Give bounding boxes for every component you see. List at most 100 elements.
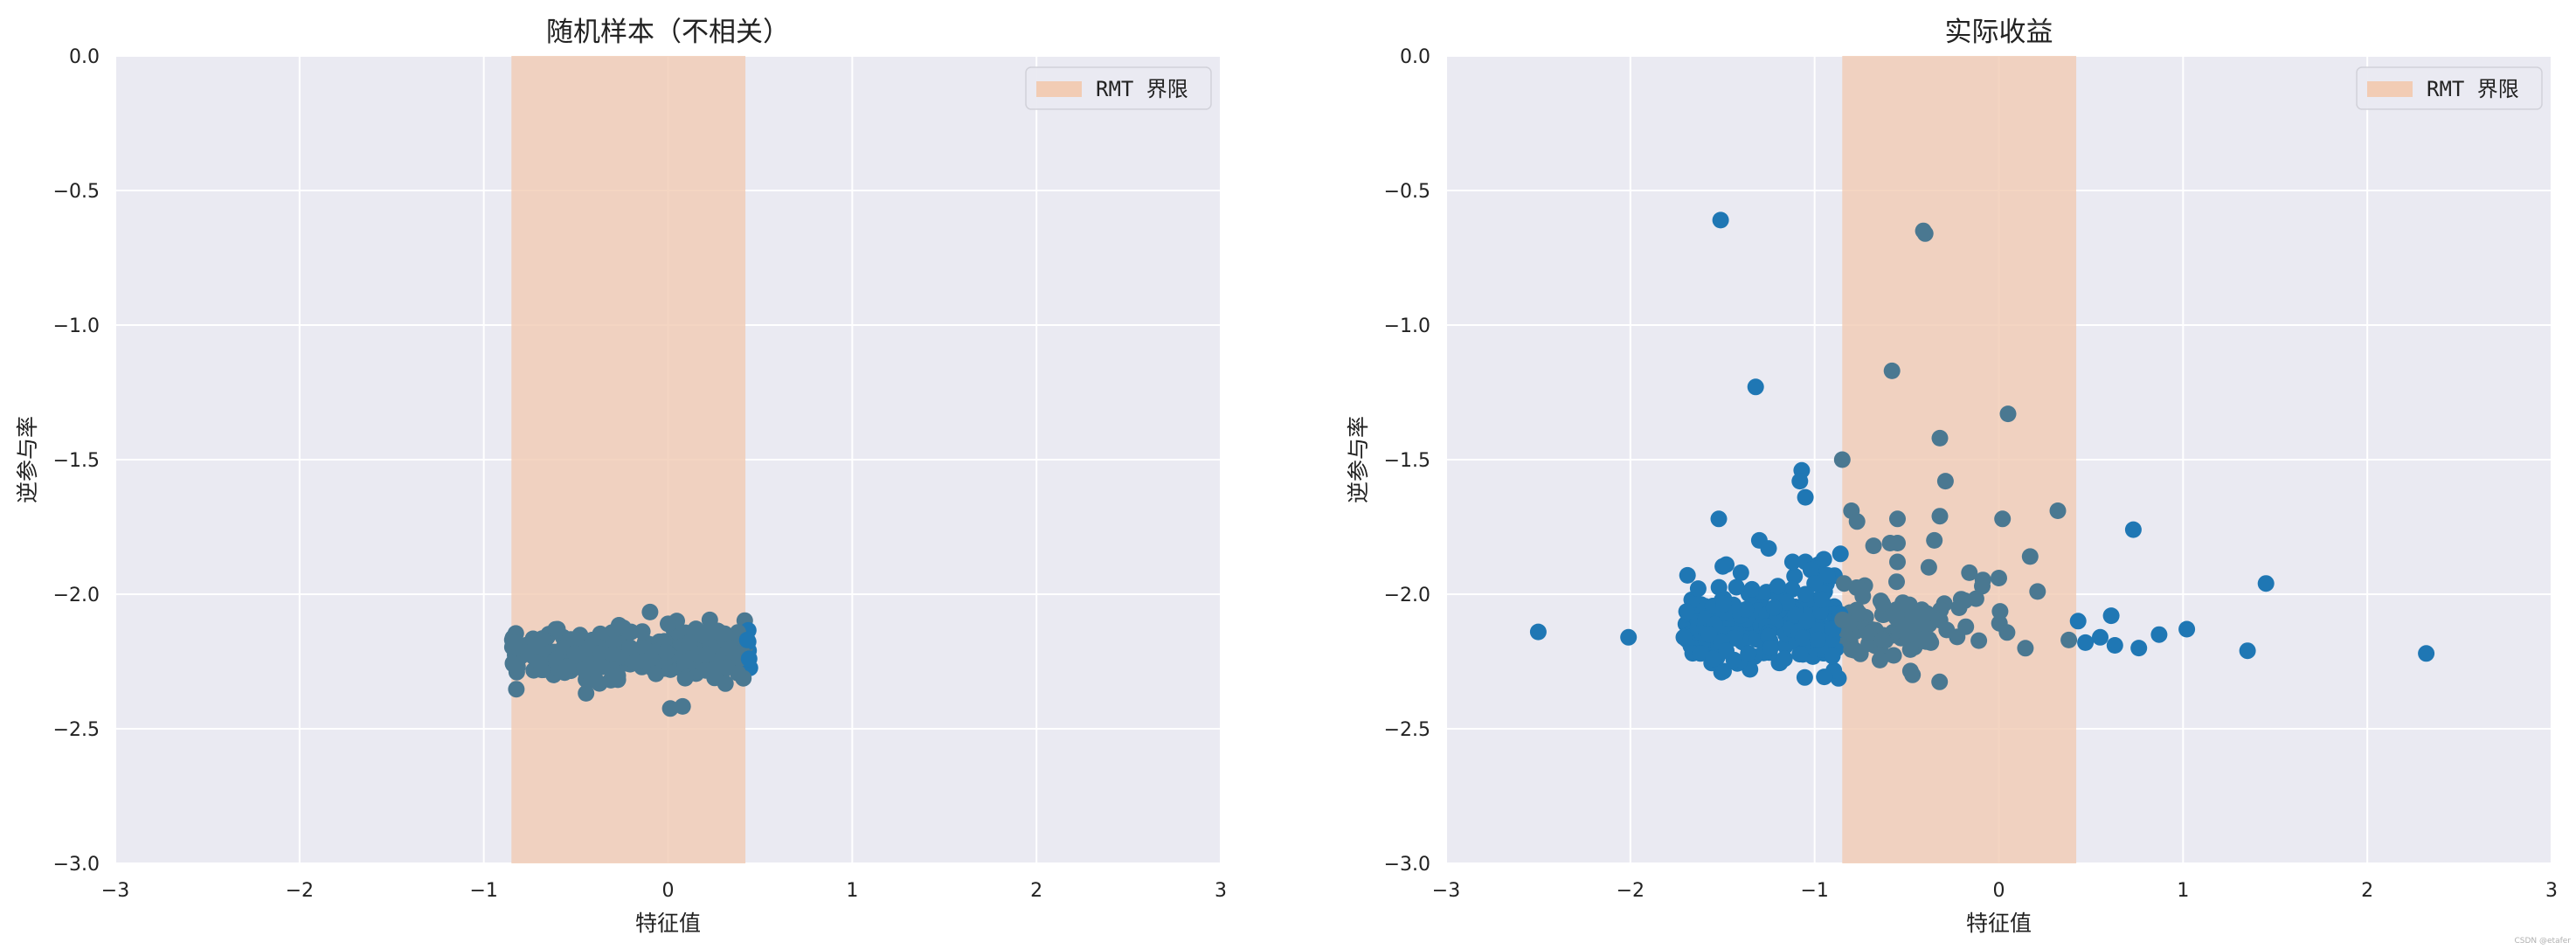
scatter-point xyxy=(1873,631,1891,648)
scatter-point xyxy=(721,640,738,657)
scatter-point xyxy=(621,639,639,656)
scatter-point xyxy=(641,603,659,620)
scatter-point xyxy=(1835,575,1852,592)
y-axis-label: 逆参与率 xyxy=(15,416,40,503)
scatter-point xyxy=(1885,647,1902,664)
x-tick-label: −3 xyxy=(1432,880,1460,902)
scatter-point xyxy=(1678,603,1695,620)
scatter-point xyxy=(1715,595,1733,613)
scatter-point xyxy=(2021,548,2039,565)
scatter-point xyxy=(610,617,627,634)
scatter-point xyxy=(1851,605,1868,622)
scatter-point xyxy=(1848,513,1866,530)
x-tick-label: 3 xyxy=(2545,880,2558,902)
scatter-point xyxy=(508,681,525,698)
scatter-point xyxy=(674,697,691,715)
scatter-point xyxy=(2124,521,2142,538)
scatter-point xyxy=(507,634,523,651)
scatter-point xyxy=(2106,637,2123,654)
scatter-point xyxy=(566,645,584,662)
scatter-point xyxy=(527,637,544,655)
scatter-point xyxy=(1834,611,1852,628)
scatter-point xyxy=(1740,645,1757,662)
scatter-point xyxy=(740,650,758,668)
y-tick-label: −1.0 xyxy=(53,315,100,337)
scatter-point xyxy=(1710,510,1728,528)
scatter-point xyxy=(1743,580,1761,598)
y-tick-label: −1.0 xyxy=(1384,315,1430,337)
scatter-point xyxy=(1718,642,1735,660)
x-tick-label: 0 xyxy=(1993,880,2005,902)
scatter-point xyxy=(558,658,575,675)
scatter-point xyxy=(1970,632,1988,649)
scatter-point xyxy=(1689,580,1707,598)
legend-label: RMT 界限 xyxy=(1096,77,1188,101)
panel-real-returns: −3 −2 −1 0 1 2 3 0.0 −0.5 −1.0 −1.5 −2.0 −2.5 −3.0 特征值… xyxy=(1346,17,2558,936)
scatter-point xyxy=(2130,640,2148,657)
legend-swatch xyxy=(2367,81,2413,97)
chart-title: 实际收益 xyxy=(1945,17,2053,48)
scatter-point xyxy=(1797,488,1814,506)
legend-box xyxy=(2356,66,2543,110)
scatter-point xyxy=(2077,634,2095,651)
scatter-point xyxy=(2150,626,2168,643)
y-tick-label: −2.5 xyxy=(1384,719,1430,741)
scatter-point xyxy=(1832,545,1849,563)
scatter-point xyxy=(2060,631,2078,648)
scatter-points xyxy=(503,603,758,717)
panel-random-sample: −3 −2 −1 0 1 2 3 0.0 −0.5 −1.0 −1.5 −2.0 −2.5 −3.0 特征值… xyxy=(15,17,1227,936)
x-axis-label: 特征值 xyxy=(635,911,701,936)
scatter-point xyxy=(1710,578,1728,596)
scatter-point xyxy=(1915,222,1932,239)
scatter-point xyxy=(584,631,601,648)
scatter-point xyxy=(1931,429,1949,447)
scatter-point xyxy=(1529,623,1547,641)
scatter-point xyxy=(698,646,716,663)
scatter-point xyxy=(1692,645,1709,662)
scatter-point xyxy=(1765,599,1783,616)
x-tick-label: 1 xyxy=(846,880,858,902)
scatter-point xyxy=(1956,592,1974,609)
scatter-point xyxy=(1994,510,2012,528)
scatter-point xyxy=(622,623,640,641)
scatter-point xyxy=(1760,540,1777,558)
scatter-point xyxy=(1998,624,2016,641)
y-tick-label: −0.5 xyxy=(1384,181,1430,203)
x-tick-label: 1 xyxy=(2177,880,2189,902)
scatter-point xyxy=(1705,650,1722,668)
scatter-points xyxy=(1529,211,2435,690)
scatter-point xyxy=(738,631,756,648)
y-tick-label: 0.0 xyxy=(1400,46,1430,68)
scatter-point xyxy=(1920,558,1937,576)
legend-box xyxy=(1025,66,1212,110)
scatter-point xyxy=(1726,629,1743,647)
scatter-point xyxy=(661,700,679,717)
scatter-point xyxy=(1961,564,1978,581)
scatter-point xyxy=(504,655,522,673)
legend: RMT 界限 xyxy=(1025,66,1212,110)
scatter-point xyxy=(1888,573,1905,591)
scatter-point xyxy=(657,643,675,661)
scatter-point xyxy=(1778,593,1796,611)
scatter-point xyxy=(1999,405,2017,423)
scatter-point xyxy=(1883,362,1901,379)
scatter-point xyxy=(1901,641,1919,658)
scatter-point xyxy=(585,661,603,678)
scatter-point xyxy=(1776,650,1793,668)
scatter-point xyxy=(1889,510,1906,528)
scatter-point xyxy=(604,646,621,662)
scatter-point xyxy=(1806,575,1824,592)
scatter-point xyxy=(627,654,644,671)
scatter-point xyxy=(1700,626,1718,643)
y-tick-label: −1.5 xyxy=(1384,450,1430,472)
scatter-point xyxy=(647,665,665,682)
scatter-point xyxy=(1796,668,1813,686)
y-tick-label: −0.5 xyxy=(53,181,100,203)
scatter-point xyxy=(1791,473,1809,490)
scatter-point xyxy=(1931,508,1949,525)
scatter-point xyxy=(1786,567,1804,585)
scatter-point xyxy=(1798,613,1816,630)
scatter-point xyxy=(1783,580,1801,598)
y-axis-label: 逆参与率 xyxy=(1346,416,1371,503)
